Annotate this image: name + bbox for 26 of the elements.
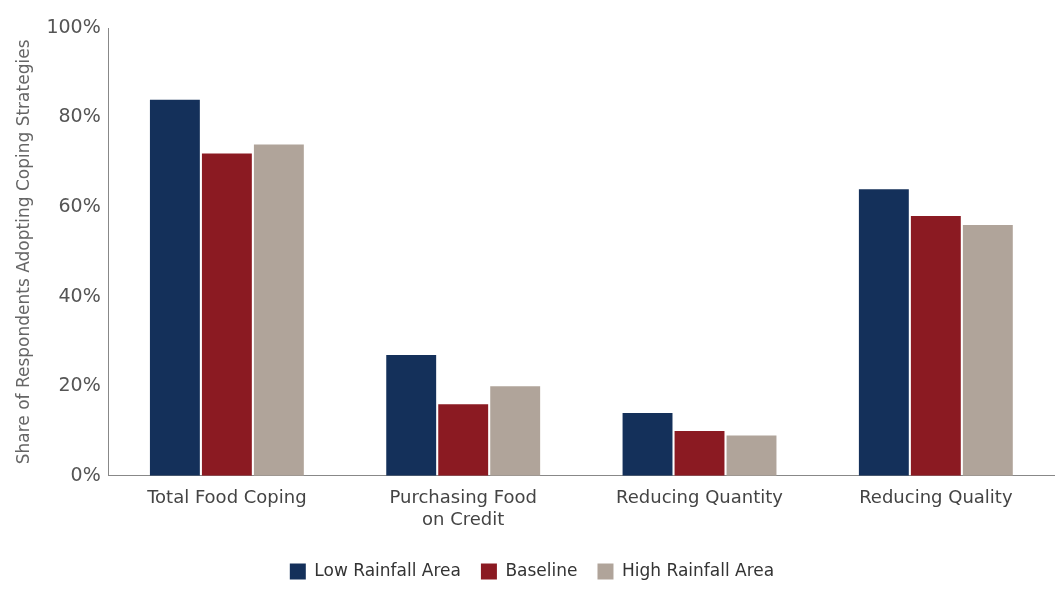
bar [858,189,909,476]
y-tick-label: 40% [58,283,101,306]
x-tick-label: Reducing Quantity [616,486,784,508]
bar [386,354,437,476]
bar [253,144,304,476]
x-tick-label: Total Food Coping [146,486,307,508]
y-axis-title: Share of Respondents Adopting Coping Strategies [12,39,33,465]
bar [438,404,489,476]
x-tick-label: Reducing Quality [859,486,1013,508]
legend-label: Low Rainfall Area [314,559,461,580]
x-tick-label: Purchasing Food on Credit [389,486,537,529]
legend-label: Baseline [505,559,578,580]
bar [962,225,1013,476]
bar [622,413,673,476]
legend-label: High Rainfall Area [621,559,775,580]
y-tick-label: 20% [58,373,101,396]
bar [149,99,200,476]
bar [201,153,252,476]
y-tick-label: 0% [70,462,101,485]
y-tick-label: 100% [46,14,101,37]
y-tick-label: 60% [58,194,101,217]
bar [726,435,777,476]
bar [674,431,725,476]
bar [490,386,541,476]
y-tick-label: 80% [58,104,101,127]
bar [910,216,961,476]
